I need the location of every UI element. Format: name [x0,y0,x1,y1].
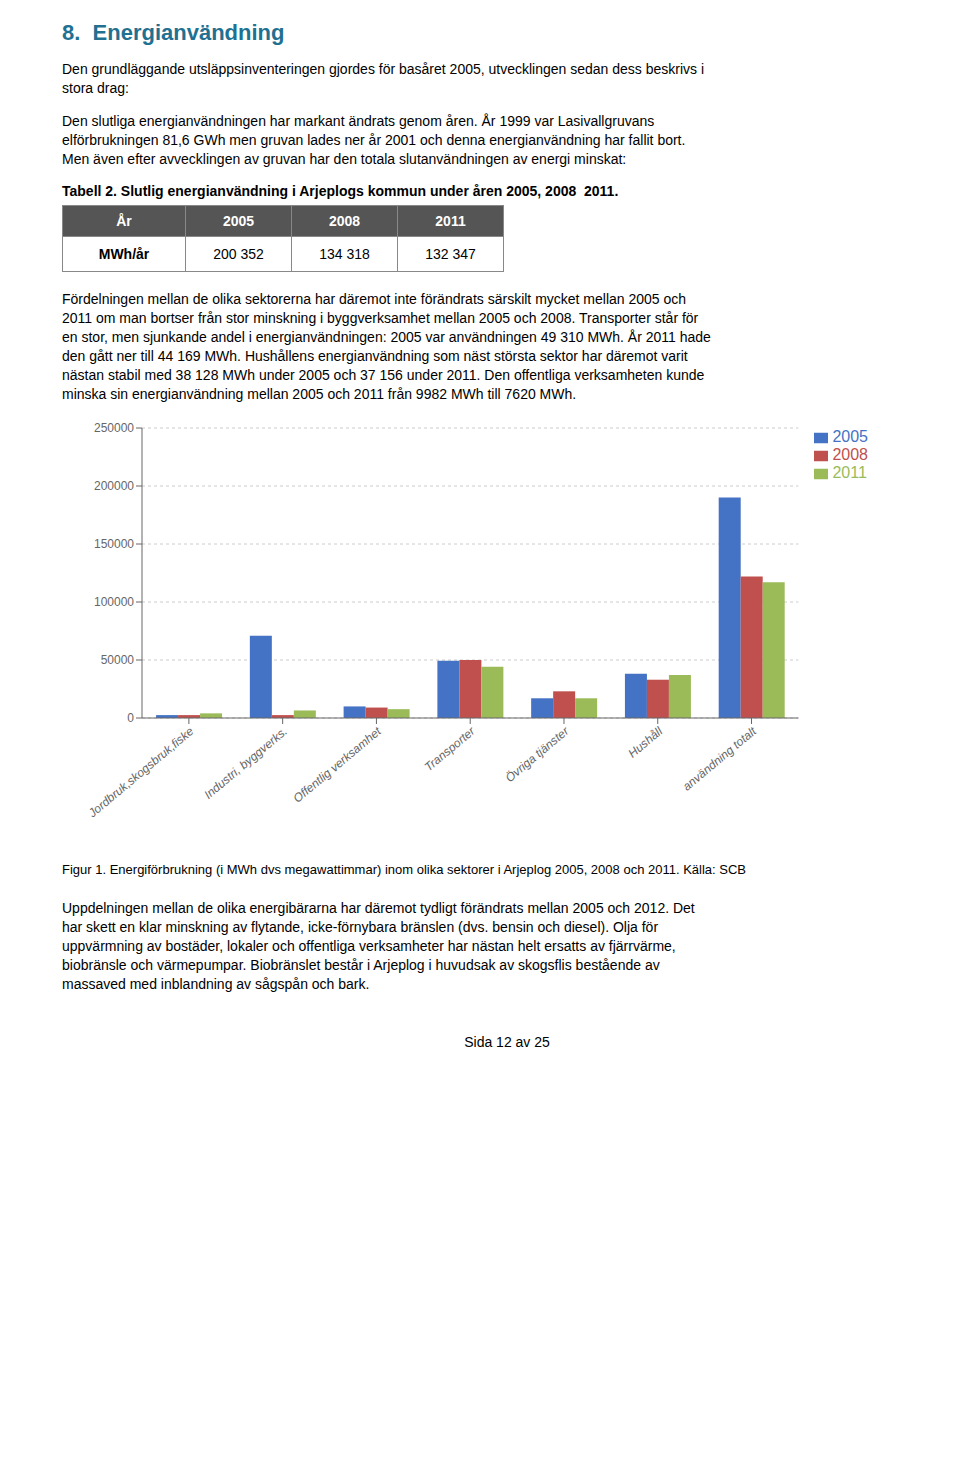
svg-text:200000: 200000 [94,479,134,493]
svg-text:150000: 150000 [94,537,134,551]
svg-text:Industri, byggverks.: Industri, byggverks. [201,724,290,802]
html-text:elförbrukningen 81,6 GWh men g: elförbrukningen 81,6 GWh men gruvan lade… [62,132,686,148]
svg-text:Offentlig verksamhet: Offentlig verksamhet [291,724,385,806]
svg-text:0: 0 [127,711,134,725]
html-text:200 352: 200 352 [213,246,264,262]
html-text:2008: 2008 [832,446,868,463]
html-text:Tabell 2. Slutlig energianvänd: Tabell 2. Slutlig energianvändning i Arj… [62,183,619,199]
html-text:2005: 2005 [222,213,255,229]
html-text:nästan stabil med 38 128 MWh u: nästan stabil med 38 128 MWh under 2005 … [62,367,705,383]
html-text:2011 om man bortser från stor: 2011 om man bortser från stor minskning … [62,310,699,326]
svg-text:50000: 50000 [101,653,135,667]
html-text:2011: 2011 [832,464,867,481]
html-text:massaved med inblandning av så: massaved med inblandning av sågspån och … [62,976,370,992]
html-text:minska sin energianvändning me: minska sin energianvändning mellan 2005 … [62,386,577,402]
html-text:Den grundläggande utsläppsinve: Den grundläggande utsläppsinventeringen … [62,61,705,77]
html-text:MWh/år: MWh/år [98,246,150,262]
html-text:den gått ner till 44 169 MWh.: den gått ner till 44 169 MWh. Hushållens… [62,348,688,364]
html-text:en stor, men sjunkande andel i: en stor, men sjunkande andel i energianv… [62,329,711,345]
svg-text:Hushåll: Hushåll [625,724,665,761]
html-text:2005: 2005 [832,428,868,445]
html-text:uppvärmning av bostäder, lokal: uppvärmning av bostäder, lokaler och off… [62,938,676,954]
html-text:Sida 12 av 25: Sida 12 av 25 [464,1034,550,1050]
svg-text:100000: 100000 [94,595,134,609]
html-text:132 347: 132 347 [425,246,476,262]
html-text:2011: 2011 [435,213,466,229]
svg-text:Transporter: Transporter [422,723,479,774]
html-text:biobränsle och värmepumpar. Bi: biobränsle och värmepumpar. Biobränslet … [62,957,660,973]
html-text:134 318: 134 318 [319,246,370,262]
html-text:Uppdelningen mellan de olika e: Uppdelningen mellan de olika energibärar… [62,900,695,916]
html-text:Den slutliga energianvändninge: Den slutliga energianvändningen har mark… [62,113,655,129]
svg-text:Jordbruk,skogsbruk,fiske: Jordbruk,skogsbruk,fiske [85,724,197,821]
html-text:År: År [116,213,132,229]
svg-text:användning totalt: användning totalt [680,724,760,794]
html-text:har skett en klar minskning av: har skett en klar minskning av flytande,… [62,919,659,935]
html-text:2008: 2008 [328,213,361,229]
html-text:Figur 1. Energiförbrukning (i: Figur 1. Energiförbrukning (i MWh dvs me… [62,862,746,877]
html-text:8. Energianvändning: 8. Energianvändning [62,20,285,45]
svg-text:Övriga tjänster: Övriga tjänster [503,723,573,785]
svg-text:250000: 250000 [94,421,134,435]
html-text:Men även efter avvecklingen av: Men även efter avvecklingen av gruvan ha… [62,151,627,167]
html-text:stora drag:: stora drag: [62,80,129,96]
html-text:Fördelningen mellan de olika s: Fördelningen mellan de olika sektorerna … [62,291,687,307]
